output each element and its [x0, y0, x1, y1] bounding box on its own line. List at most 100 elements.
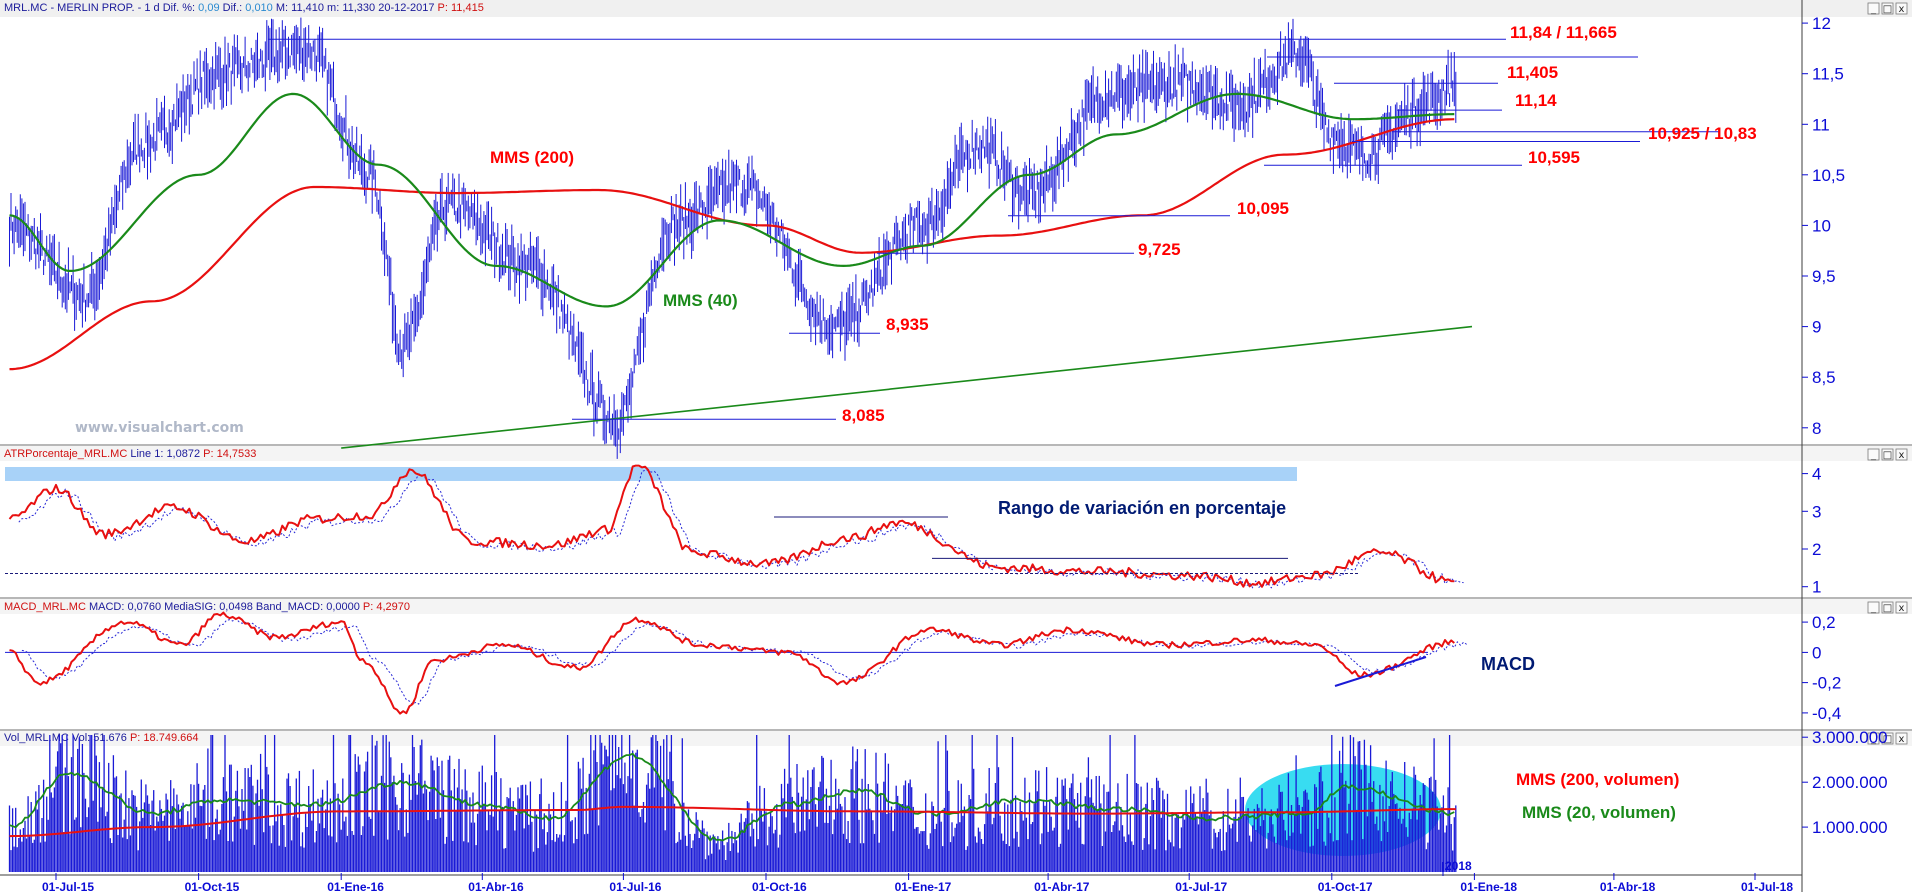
year-marker: 2018 [1445, 859, 1472, 873]
window-button-frame [1895, 448, 1908, 461]
trend-line [341, 325, 1473, 449]
level-label: 8,935 [886, 315, 929, 334]
vol-mms200-label: MMS (200, volumen) [1516, 770, 1679, 789]
window-button-frame [1867, 601, 1880, 614]
window-button-frame [1881, 601, 1894, 614]
window-button[interactable]: _ [1870, 603, 1877, 614]
window-button-frame [1881, 732, 1894, 745]
atr-tick-label: 3 [1812, 502, 1821, 521]
price-panel-header: MRL.MC - MERLIN PROP. - 1 d Dif. %: 0,09… [4, 2, 484, 14]
window-button-frame [1881, 448, 1894, 461]
atr-tick-label: 1 [1812, 578, 1821, 597]
level-label: 11,405 [1507, 63, 1558, 82]
x-tick-label: 01-Abr-18 [1600, 880, 1656, 892]
x-tick-label: 01-Ene-18 [1460, 880, 1517, 892]
price-tick-label: 8 [1812, 419, 1821, 438]
atr-line [8, 464, 1455, 588]
window-button-frame [1895, 732, 1908, 745]
price-tick-label: 8,5 [1812, 368, 1836, 387]
x-tick-label: 01-Oct-17 [1318, 880, 1373, 892]
level-label: 9,725 [1138, 240, 1181, 259]
price-tick-label: 12 [1812, 14, 1831, 33]
level-label: 11,84 / 11,665 [1510, 23, 1617, 42]
x-tick-label: 01-Ene-16 [327, 880, 384, 892]
macd-panel-header: MACD_MRL.MC MACD: 0,0760 MediaSIG: 0,049… [4, 601, 410, 613]
atr-plot [5, 464, 1464, 589]
mms40-line [9, 92, 1455, 308]
level-label: 8,085 [842, 406, 885, 425]
x-tick-label: 01-Jul-17 [1175, 880, 1227, 892]
macd-plot [5, 611, 1467, 715]
vol-header-bar [0, 731, 1912, 746]
macd-trend-line [1334, 656, 1427, 687]
vol-mms20-label: MMS (20, volumen) [1522, 803, 1676, 822]
y-axes: 88,599,51010,51111,51212340,20-0,2-0,41.… [1802, 14, 1888, 837]
vol-tick-label: 1.000.000 [1812, 818, 1888, 837]
x-tick-label: 01-Oct-15 [185, 880, 240, 892]
window-button-frame [1867, 2, 1880, 15]
level-label: 10,595 [1528, 148, 1580, 167]
window-button[interactable]: □ [1883, 450, 1892, 461]
mms40-label: MMS (40) [663, 291, 738, 310]
vol-mms20-line [9, 752, 1455, 842]
window-button[interactable]: □ [1883, 734, 1892, 745]
x-tick-label: 01-Abr-17 [1034, 880, 1090, 892]
vol-tick-label: 3.000.000 [1812, 728, 1888, 747]
level-label: 10,925 / 10,83 [1648, 124, 1757, 143]
price-tick-label: 9 [1812, 318, 1821, 337]
x-tick-label: 01-Oct-16 [752, 880, 807, 892]
price-tick-label: 10,5 [1812, 166, 1845, 185]
window-button-frame [1867, 448, 1880, 461]
macd-title: MACD [1481, 654, 1535, 674]
x-axis: 01-Jul-15 01-Oct-15 01-Ene-16 01-Abr-16 01-J… [42, 859, 1793, 892]
vol-mms200-line [9, 805, 1456, 838]
header-bar [0, 0, 1912, 17]
window-button[interactable]: _ [1870, 4, 1877, 15]
window-button[interactable]: x [1899, 734, 1905, 745]
x-tick-label: 01-Jul-15 [42, 880, 94, 892]
vol-tick-label: 2.000.000 [1812, 773, 1888, 792]
level-label: 11,14 [1515, 91, 1557, 110]
atr-panel-header: ATRPorcentaje_MRL.MC Line 1: 1,0872 P: 1… [4, 448, 256, 460]
atr-tick-label: 4 [1812, 465, 1821, 484]
mms200-label: MMS (200) [490, 148, 574, 167]
window-button[interactable]: x [1899, 4, 1905, 15]
x-tick-label: 01-Jul-18 [1741, 880, 1793, 892]
atr-header-bar [0, 446, 1912, 461]
price-tick-label: 11,5 [1812, 65, 1844, 84]
window-button[interactable]: x [1899, 450, 1905, 461]
window-button-frame [1895, 2, 1908, 15]
x-tick-label: 01-Jul-16 [609, 880, 661, 892]
level-label: 10,095 [1237, 199, 1289, 218]
volume-plot [8, 735, 1457, 872]
window-button-frame [1867, 732, 1880, 745]
price-plot: 11,84 / 11,665 11,405 11,14 10,925 / 10,83 1… [9, 17, 1757, 459]
macd-tick-label: 0 [1812, 643, 1821, 662]
window-button[interactable]: _ [1870, 450, 1877, 461]
window-buttons[interactable]: _ □ x _ □ x _ □ x _ □ x [1867, 2, 1908, 745]
mms200-line [9, 118, 1455, 371]
window-button[interactable]: _ [1870, 734, 1877, 745]
macd-line [9, 611, 1455, 715]
window-button[interactable]: □ [1883, 603, 1892, 614]
window-button-frame [1881, 2, 1894, 15]
window-button-frame [1895, 601, 1908, 614]
price-tick-label: 11 [1812, 115, 1830, 134]
atr-tick-label: 2 [1812, 540, 1821, 559]
macd-tick-label: -0,2 [1812, 674, 1841, 693]
macd-tick-label: 0,2 [1812, 613, 1836, 632]
window-button[interactable]: □ [1883, 4, 1892, 15]
atr-title: Rango de variación en porcentaje [998, 498, 1286, 518]
window-button[interactable]: x [1899, 603, 1905, 614]
volume-panel-header: Vol_MRL.MC Vol: 51.676 P: 18.749.664 [4, 732, 198, 744]
macd-tick-label: -0,4 [1812, 704, 1841, 723]
price-tick-label: 9,5 [1812, 267, 1836, 286]
macd-header-bar [0, 599, 1912, 614]
macd-signal-line [21, 618, 1467, 705]
x-tick-label: 01-Ene-17 [895, 880, 952, 892]
atr-signal-line [18, 469, 1464, 589]
x-tick-label: 01-Abr-16 [468, 880, 524, 892]
watermark: www.visualchart.com [75, 420, 244, 436]
